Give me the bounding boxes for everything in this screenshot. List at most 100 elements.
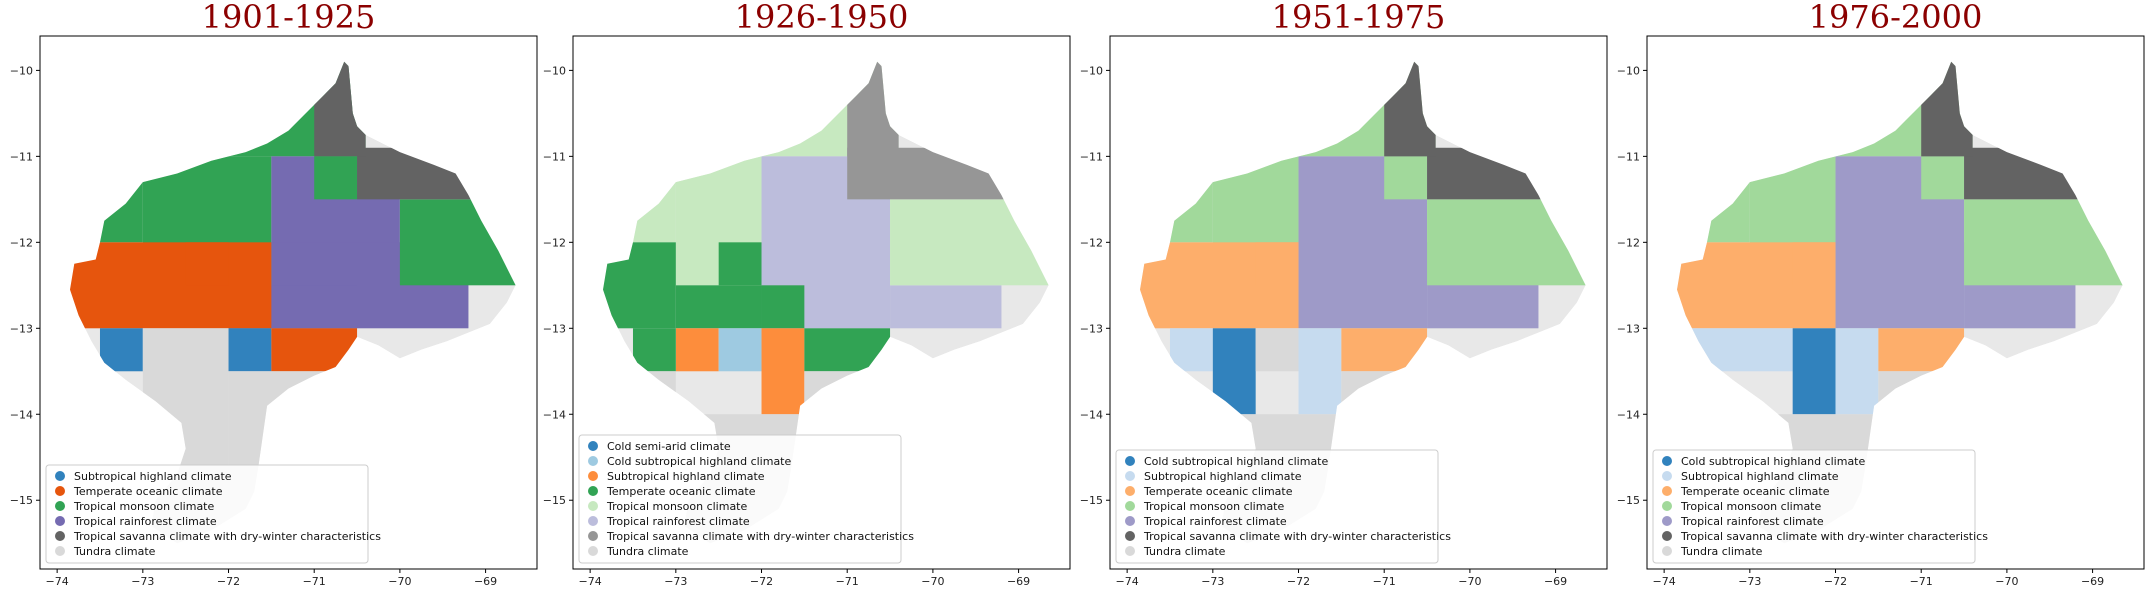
climate-block [314, 156, 358, 200]
climate-block [1212, 328, 1256, 415]
legend-label: Tundra climate [1143, 545, 1226, 558]
climate-block [1878, 328, 1965, 372]
legend-marker [1125, 546, 1135, 556]
climate-block [314, 61, 366, 157]
climate-block [1792, 242, 1836, 286]
climate-block [1341, 328, 1428, 372]
y-tick-label: −15 [10, 494, 33, 507]
legend-label: Tropical monsoon climate [606, 500, 747, 513]
legend-label: Tropical rainforest climate [1143, 515, 1287, 528]
legend-label: Tropical rainforest climate [73, 515, 217, 528]
legend: Subtropical highland climate Temperate oc… [45, 464, 381, 564]
legend-label: Cold subtropical highland climate [607, 455, 791, 468]
legend-marker [55, 516, 65, 526]
legend-marker [1662, 531, 1672, 541]
legend-marker [55, 531, 65, 541]
axes-frame [1109, 35, 1608, 570]
y-tick-label: −11 [10, 150, 33, 163]
legend-label: Cold subtropical highland climate [1681, 455, 1865, 468]
legend-marker [1125, 516, 1135, 526]
climate-block [1384, 156, 1428, 200]
legend-marker [588, 486, 598, 496]
climate-block [1298, 328, 1342, 415]
y-tick-label: −13 [1617, 322, 1640, 335]
legend-label: Tropical savanna climate with dry-winter… [1143, 530, 1451, 543]
climate-block [603, 156, 676, 243]
climate-block [1921, 156, 1965, 200]
legend-marker [55, 486, 65, 496]
legend-label: Tropical savanna climate with dry-winter… [73, 530, 381, 543]
y-tick-label: −12 [1080, 236, 1103, 249]
y-tick-label: −12 [10, 236, 33, 249]
y-tick-label: −11 [543, 150, 566, 163]
map-panel-1901-1925: 1901-1925 −74 −73 −72 −71 −70 −69 −10 −11 −12 −13 −… [10, 0, 538, 588]
legend-label: Tropical rainforest climate [1680, 515, 1824, 528]
legend-label: Subtropical highland climate [607, 470, 765, 483]
climate-block [632, 328, 676, 372]
y-tick-label: −14 [10, 408, 33, 421]
x-tick-label: −73 [1738, 575, 1761, 588]
climate-block [847, 61, 899, 157]
climate-block [1140, 156, 1213, 243]
y-tick-label: −15 [1617, 494, 1640, 507]
legend-marker [55, 501, 65, 511]
climate-block [185, 242, 229, 286]
climate-block [1255, 328, 1299, 372]
climate-block [1677, 156, 1750, 243]
climate-block [357, 147, 516, 200]
x-tick-label: −74 [579, 575, 602, 588]
x-tick-label: −71 [303, 575, 326, 588]
x-tick-label: −69 [1544, 575, 1567, 588]
map-panel-1976-2000: 1976-2000 −74 −73 −72 −71 −70 −69 −10 −11 −12 −13 −… [1617, 0, 2145, 588]
legend-label: Tundra climate [1680, 545, 1763, 558]
legend-label: Tropical savanna climate with dry-winter… [606, 530, 914, 543]
y-tick-label: −14 [1617, 408, 1640, 421]
x-tick-label: −72 [217, 575, 240, 588]
climate-block [890, 285, 1002, 329]
x-tick-label: −74 [1116, 575, 1139, 588]
axes-frame [572, 35, 1071, 570]
legend-label: Tropical monsoon climate [1680, 500, 1821, 513]
climate-block [1921, 61, 1973, 157]
y-tick-label: −14 [543, 408, 566, 421]
climate-block [890, 199, 1049, 286]
x-tick-label: −72 [1287, 575, 1310, 588]
x-tick-label: −71 [836, 575, 859, 588]
climate-block [1384, 61, 1436, 157]
panel-title: 1901-1925 [202, 0, 376, 36]
climate-block [1964, 147, 2123, 200]
y-tick-label: −10 [10, 64, 33, 77]
x-tick-label: −71 [1373, 575, 1396, 588]
legend-box [45, 464, 369, 564]
x-tick-label: −72 [750, 575, 773, 588]
climate-block [271, 328, 358, 372]
climate-block [1169, 328, 1213, 372]
climate-block [675, 285, 762, 329]
x-tick-label: −70 [1995, 575, 2018, 588]
legend-box [1652, 449, 1976, 564]
legend: Cold semi-arid climate Cold subtropical h… [578, 434, 914, 564]
panel-title: 1976-2000 [1809, 0, 1983, 36]
legend-label: Subtropical highland climate [74, 470, 232, 483]
legend-marker [1125, 501, 1135, 511]
climate-block [1255, 242, 1299, 286]
legend-marker [588, 456, 598, 466]
legend-marker [588, 501, 598, 511]
axes-frame [39, 35, 538, 570]
y-tick-label: −15 [543, 494, 566, 507]
y-tick-label: −12 [1617, 236, 1640, 249]
map-panel-1951-1975: 1951-1975 −74 −73 −72 −71 −70 −69 −10 −11 −12 −13 −… [1080, 0, 1608, 588]
x-tick-label: −71 [1910, 575, 1933, 588]
climate-block [70, 242, 272, 329]
x-tick-label: −70 [921, 575, 944, 588]
legend-label: Subtropical highland climate [1681, 470, 1839, 483]
legend-label: Temperate oceanic climate [1143, 485, 1293, 498]
legend-marker [1662, 546, 1672, 556]
legend: Cold subtropical highland climate Subtrop… [1115, 449, 1451, 564]
legend-label: Cold semi-arid climate [607, 440, 731, 453]
y-tick-label: −13 [1080, 322, 1103, 335]
climate-block [1792, 328, 1836, 415]
legend-marker [588, 516, 598, 526]
legend-marker [55, 546, 65, 556]
